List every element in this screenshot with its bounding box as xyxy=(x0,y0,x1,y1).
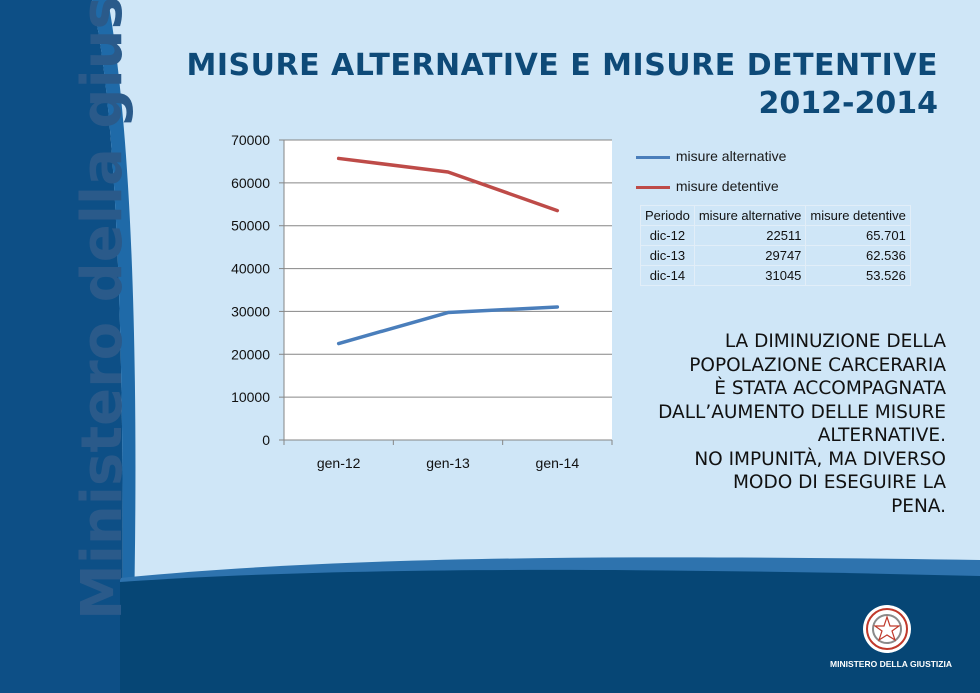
plot-area xyxy=(284,140,612,440)
message-line: alternative. xyxy=(817,425,946,446)
legend-swatch-detentive xyxy=(636,185,670,189)
y-tick-label: 30000 xyxy=(231,303,270,319)
legend-label-detentive: misure detentive xyxy=(675,178,779,194)
message-block: La diminuzione della popolazione carcera… xyxy=(646,330,946,518)
legend-item-alternative: misure alternative xyxy=(636,148,786,164)
table-row: dic-14 31045 53.526 xyxy=(640,265,911,286)
series-line-alternative xyxy=(336,305,560,346)
y-tick-label: 50000 xyxy=(231,218,270,234)
x-tick-label: gen-13 xyxy=(426,455,470,471)
table-cell: dic-14 xyxy=(640,265,695,286)
table-header: misure alternative xyxy=(693,205,807,226)
data-table: Periodo misure alternative misure detent… xyxy=(640,205,911,286)
emblem-icon xyxy=(863,605,911,653)
table-header: misure detentive xyxy=(805,205,911,226)
y-tick-label: 20000 xyxy=(231,346,270,362)
table-cell: 62.536 xyxy=(805,245,911,266)
page-title: MISURE ALTERNATIVE E MISURE DETENTIVE xyxy=(186,48,938,83)
legend-swatch-alternative xyxy=(636,155,670,159)
x-tick-label: gen-12 xyxy=(317,455,361,471)
table-row: dic-12 22511 65.701 xyxy=(640,225,911,246)
y-tick-label: 60000 xyxy=(231,175,270,191)
table-row: dic-13 29747 62.536 xyxy=(640,245,911,266)
table-cell: 65.701 xyxy=(805,225,911,246)
y-tick-label: 10000 xyxy=(231,389,270,405)
left-band-edge xyxy=(92,0,136,693)
bottom-wave xyxy=(120,569,980,693)
table-header: Periodo xyxy=(640,205,695,226)
left-band xyxy=(0,0,123,693)
table-cell: 53.526 xyxy=(805,265,911,286)
table-cell: 29747 xyxy=(693,245,807,266)
table-cell: dic-12 xyxy=(640,225,695,246)
x-tick-label: gen-14 xyxy=(536,455,580,471)
table-cell: dic-13 xyxy=(640,245,695,266)
y-tick-label: 70000 xyxy=(231,132,270,148)
legend-label-alternative: misure alternative xyxy=(675,148,787,164)
message-line: La diminuzione della xyxy=(724,331,946,352)
message-line: popolazione carceraria xyxy=(689,354,946,376)
y-tick-label: 0 xyxy=(262,432,270,448)
message-line: No impunità, ma diverso xyxy=(694,448,946,470)
message-line: dall’aumento delle misure xyxy=(658,401,946,423)
logo-text: MINISTERO DELLA GIUSTIZIA xyxy=(830,659,952,669)
y-tick-label: 40000 xyxy=(231,261,270,277)
legend-item-detentive: misure detentive xyxy=(636,178,779,194)
table-header-row: Periodo misure alternative misure detent… xyxy=(640,205,911,226)
page-subtitle: 2012-2014 xyxy=(758,86,938,121)
message-line: è stata accompagnata xyxy=(714,378,946,399)
message-line: pena. xyxy=(891,495,946,517)
table-cell: 31045 xyxy=(693,265,807,286)
table-cell: 22511 xyxy=(693,225,807,246)
series-line-detentive xyxy=(336,156,560,213)
message-line: modo di eseguire la xyxy=(732,472,946,493)
